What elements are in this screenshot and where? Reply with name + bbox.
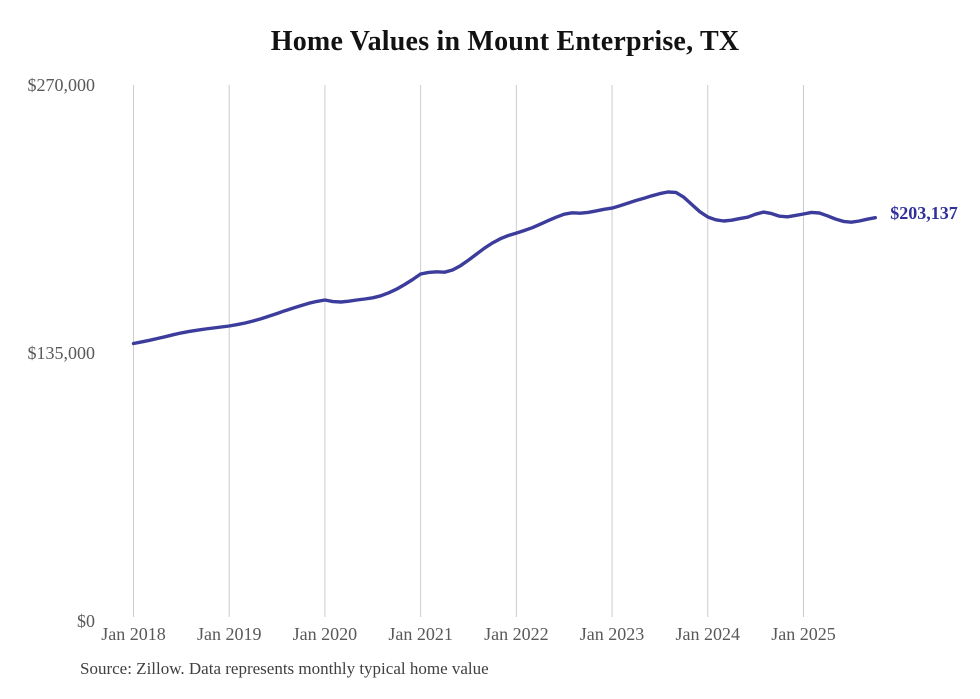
x-tick-label: Jan 2020 (292, 624, 358, 644)
x-tick-label: Jan 2018 (101, 624, 166, 644)
x-tick-label: Jan 2021 (388, 624, 453, 644)
x-tick-label: Jan 2023 (579, 624, 645, 644)
x-tick-label: Jan 2025 (771, 624, 836, 644)
home-value-line (131, 190, 877, 346)
chart-title: Home Values in Mount Enterprise, TX (270, 26, 740, 57)
source-note: Source: Zillow. Data represents monthly … (80, 659, 489, 678)
x-tick-label: Jan 2022 (484, 624, 549, 644)
x-tick-label: Jan 2019 (196, 624, 262, 644)
x-tick-label: Jan 2024 (675, 624, 741, 644)
y-tick-label: $135,000 (27, 343, 96, 363)
y-tick-label: $0 (77, 611, 95, 631)
latest-value-label: $203,137 (890, 202, 958, 223)
y-tick-label: $270,000 (27, 75, 96, 95)
